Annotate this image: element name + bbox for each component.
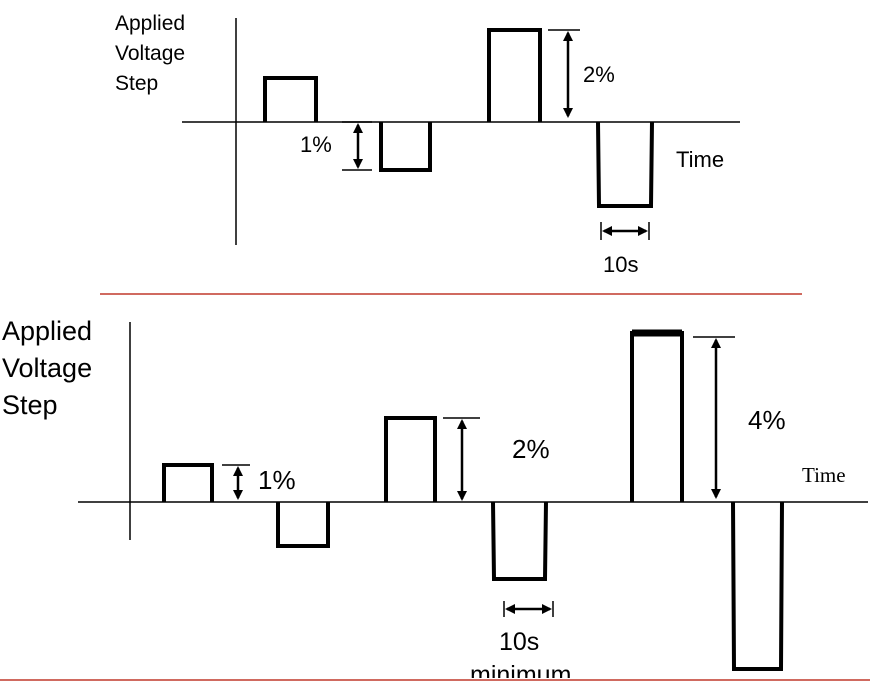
top-diagram: Applied Voltage Step 1% 2% Time 10s	[115, 12, 740, 277]
bottom-10s-label: 10s	[499, 628, 539, 656]
bottom-mask	[0, 678, 870, 687]
top-2pct-label: 2%	[583, 62, 615, 87]
top-ylabel-line3: Step	[115, 72, 158, 95]
bottom-1pct-label: 1%	[258, 465, 296, 495]
bottom-diagram: Applied Voltage Step 1% 2% 4% Time 10s m…	[2, 316, 868, 687]
bottom-2pct-label: 2%	[512, 434, 550, 464]
top-1pct-label: 1%	[300, 132, 332, 157]
bottom-pulse-1	[162, 463, 214, 502]
bottom-pulse-5	[630, 331, 684, 502]
bottom-pulse-4	[491, 501, 548, 581]
bottom-time-label: Time	[802, 463, 846, 487]
top-ylabel-line1: Applied	[115, 12, 185, 35]
bottom-pulse-3	[384, 416, 437, 502]
bottom-pulse-6	[731, 501, 784, 671]
bottom-ylabel-line1: Applied	[2, 316, 92, 346]
top-ylabel-line2: Voltage	[115, 42, 185, 65]
bottom-ylabel-line2: Voltage	[2, 353, 92, 383]
bottom-pulse-2	[276, 502, 330, 548]
top-pulse-3	[487, 28, 542, 122]
top-pulse-2	[379, 122, 432, 172]
bottom-4pct-label: 4%	[748, 405, 786, 435]
bottom-ylabel-line3: Step	[2, 390, 58, 420]
top-pulse-4	[596, 121, 654, 208]
top-10s-label: 10s	[603, 252, 638, 277]
top-time-label: Time	[676, 147, 724, 172]
top-pulse-1	[263, 76, 318, 122]
